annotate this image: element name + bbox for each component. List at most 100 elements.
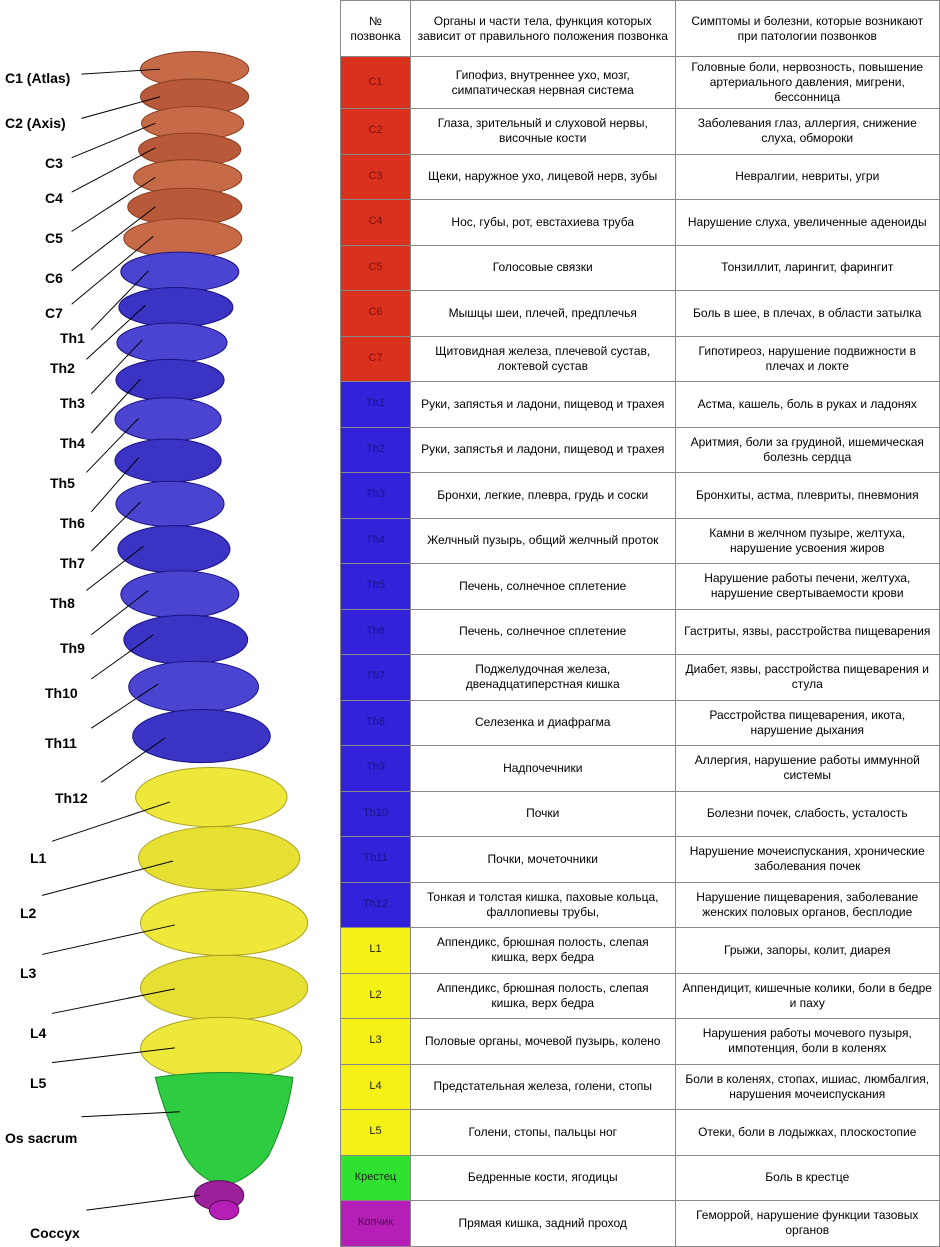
spine-label: Th1	[60, 330, 85, 346]
symptoms-cell: Нарушение слуха, увеличенные аденоиды	[675, 200, 939, 246]
symptoms-cell: Аппендицит, кишечные колики, боли в бедр…	[675, 973, 939, 1019]
table-row: Th10ПочкиБолезни почек, слабость, устало…	[341, 791, 940, 837]
spine-label: C2 (Axis)	[5, 115, 66, 131]
vertebra-id-cell: С1	[341, 57, 411, 109]
coccyx-segment	[195, 1181, 244, 1220]
table-row: С1Гипофиз, внутреннее ухо, мозг, симпати…	[341, 57, 940, 109]
table-row: Th3Бронхи, легкие, плевра, грудь и соски…	[341, 473, 940, 519]
vertebra-id-cell: Th5	[341, 564, 411, 610]
vertebra-id-cell: С7	[341, 336, 411, 382]
symptoms-cell: Боль в крестце	[675, 1155, 939, 1201]
organs-cell: Тонкая и толстая кишка, паховые кольца, …	[410, 882, 675, 928]
vertebra-id-cell: С5	[341, 245, 411, 291]
organs-cell: Селезенка и диафрагма	[410, 700, 675, 746]
spine-label: Th3	[60, 395, 85, 411]
table-row: L4Предстательная железа, голени, стопыБо…	[341, 1064, 940, 1110]
table-row: L1Аппендикс, брюшная полость, слепая киш…	[341, 928, 940, 974]
symptoms-cell: Бронхиты, астма, плевриты, пневмония	[675, 473, 939, 519]
spine-label: L1	[30, 850, 46, 866]
table-row: L5Голени, стопы, пальцы ногОтеки, боли в…	[341, 1110, 940, 1156]
main-container: C1 (Atlas)C2 (Axis)C3C4C5C6C7Th1Th2Th3Th…	[0, 0, 940, 1246]
vertebra-id-cell: Th11	[341, 837, 411, 883]
spine-label: Th7	[60, 555, 85, 571]
vertebra-id-cell: L1	[341, 928, 411, 974]
spine-label: C1 (Atlas)	[5, 70, 70, 86]
table-row: КопчикПрямая кишка, задний проходГеморро…	[341, 1201, 940, 1247]
spine-label: Th8	[50, 595, 75, 611]
spine-label: Th2	[50, 360, 75, 376]
table-row: Th9НадпочечникиАллергия, нарушение работ…	[341, 746, 940, 792]
organs-cell: Печень, солнечное сплетение	[410, 609, 675, 655]
vertebra-id-cell: Th6	[341, 609, 411, 655]
symptoms-cell: Геморрой, нарушение функции тазовых орга…	[675, 1201, 939, 1247]
organs-cell: Печень, солнечное сплетение	[410, 564, 675, 610]
organs-cell: Предстательная железа, голени, стопы	[410, 1064, 675, 1110]
symptoms-cell: Гастриты, язвы, расстройства пищеварения	[675, 609, 939, 655]
table-row: L3Половые органы, мочевой пузырь, колено…	[341, 1019, 940, 1065]
vertebra-id-cell: Th12	[341, 882, 411, 928]
table-row: Th5Печень, солнечное сплетениеНарушение …	[341, 564, 940, 610]
leader-line	[42, 861, 173, 895]
vertebra-id-cell: С3	[341, 154, 411, 200]
symptoms-cell: Грыжи, запоры, колит, диарея	[675, 928, 939, 974]
organs-cell: Половые органы, мочевой пузырь, колено	[410, 1019, 675, 1065]
vertebra-id-cell: Th4	[341, 518, 411, 564]
spine-diagram-panel: C1 (Atlas)C2 (Axis)C3C4C5C6C7Th1Th2Th3Th…	[0, 0, 340, 1246]
organs-cell: Аппендикс, брюшная полость, слепая кишка…	[410, 973, 675, 1019]
organs-cell: Руки, запястья и ладони, пищевод и трахе…	[410, 427, 675, 473]
thoracic-segment	[115, 252, 270, 762]
symptoms-cell: Аритмия, боли за грудиной, ишемическая б…	[675, 427, 939, 473]
table-row: С2Глаза, зрительный и слуховой нервы, ви…	[341, 109, 940, 155]
organs-cell: Руки, запястья и ладони, пищевод и трахе…	[410, 382, 675, 428]
spine-label: Os sacrum	[5, 1130, 77, 1146]
symptoms-cell: Гипотиреоз, нарушение подвижности в плеч…	[675, 336, 939, 382]
symptoms-cell: Камни в желчном пузыре, желтуха, нарушен…	[675, 518, 939, 564]
spine-label: Th4	[60, 435, 85, 451]
symptoms-cell: Астма, кашель, боль в руках и ладонях	[675, 382, 939, 428]
vertebra-id-cell: Th7	[341, 655, 411, 701]
organs-cell: Глаза, зрительный и слуховой нервы, висо…	[410, 109, 675, 155]
symptoms-cell: Нарушение работы печени, желтуха, наруше…	[675, 564, 939, 610]
vertebra-id-cell: L3	[341, 1019, 411, 1065]
organs-cell: Желчный пузырь, общий желчный проток	[410, 518, 675, 564]
vertebra-id-cell: Th3	[341, 473, 411, 519]
spine-label: C6	[45, 270, 63, 286]
vertebra-id-cell: Th2	[341, 427, 411, 473]
spine-label: Th10	[45, 685, 78, 701]
symptoms-cell: Отеки, боли в лодыжках, плоскостопие	[675, 1110, 939, 1156]
organs-cell: Щитовидная железа, плечевой сустав, локт…	[410, 336, 675, 382]
organs-cell: Прямая кишка, задний проход	[410, 1201, 675, 1247]
organs-cell: Голени, стопы, пальцы ног	[410, 1110, 675, 1156]
symptoms-cell: Тонзиллит, ларингит, фарингит	[675, 245, 939, 291]
table-row: С5Голосовые связкиТонзиллит, ларингит, ф…	[341, 245, 940, 291]
organs-cell: Голосовые связки	[410, 245, 675, 291]
vertebra-id-cell: Th10	[341, 791, 411, 837]
table-panel: № позвонка Органы и части тела, функция …	[340, 0, 940, 1246]
spine-label: L3	[20, 965, 36, 981]
spine-label: L2	[20, 905, 36, 921]
organs-cell: Гипофиз, внутреннее ухо, мозг, симпатиче…	[410, 57, 675, 109]
symptoms-cell: Нарушения работы мочевого пузыря, импоте…	[675, 1019, 939, 1065]
symptoms-cell: Нарушение пищеварения, заболевание женск…	[675, 882, 939, 928]
table-body: С1Гипофиз, внутреннее ухо, мозг, симпати…	[341, 57, 940, 1247]
organs-cell: Бронхи, легкие, плевра, грудь и соски	[410, 473, 675, 519]
vertebra-id-cell: Th8	[341, 700, 411, 746]
organs-cell: Нос, губы, рот, евстахиева труба	[410, 200, 675, 246]
table-row: КрестецБедренные кости, ягодицыБоль в кр…	[341, 1155, 940, 1201]
vertebra-id-cell: С6	[341, 291, 411, 337]
organs-cell: Почки, мочеточники	[410, 837, 675, 883]
organs-cell: Надпочечники	[410, 746, 675, 792]
leader-line	[101, 738, 165, 782]
organs-cell: Мышцы шеи, плечей, предплечья	[410, 291, 675, 337]
table-row: С3Щеки, наружное ухо, лицевой нерв, зубы…	[341, 154, 940, 200]
header-symptoms: Симптомы и болезни, которые возникают пр…	[675, 1, 939, 57]
spine-label: Th12	[55, 790, 88, 806]
organs-cell: Аппендикс, брюшная полость, слепая кишка…	[410, 928, 675, 974]
symptoms-cell: Боль в шее, в плечах, в области затылка	[675, 291, 939, 337]
sacrum-segment	[155, 1072, 293, 1185]
table-row: С6Мышцы шеи, плечей, предплечьяБоль в ше…	[341, 291, 940, 337]
table-row: Th11Почки, мочеточникиНарушение мочеиспу…	[341, 837, 940, 883]
vertebra-id-cell: Th1	[341, 382, 411, 428]
header-id: № позвонка	[341, 1, 411, 57]
vertebra-id-cell: L4	[341, 1064, 411, 1110]
